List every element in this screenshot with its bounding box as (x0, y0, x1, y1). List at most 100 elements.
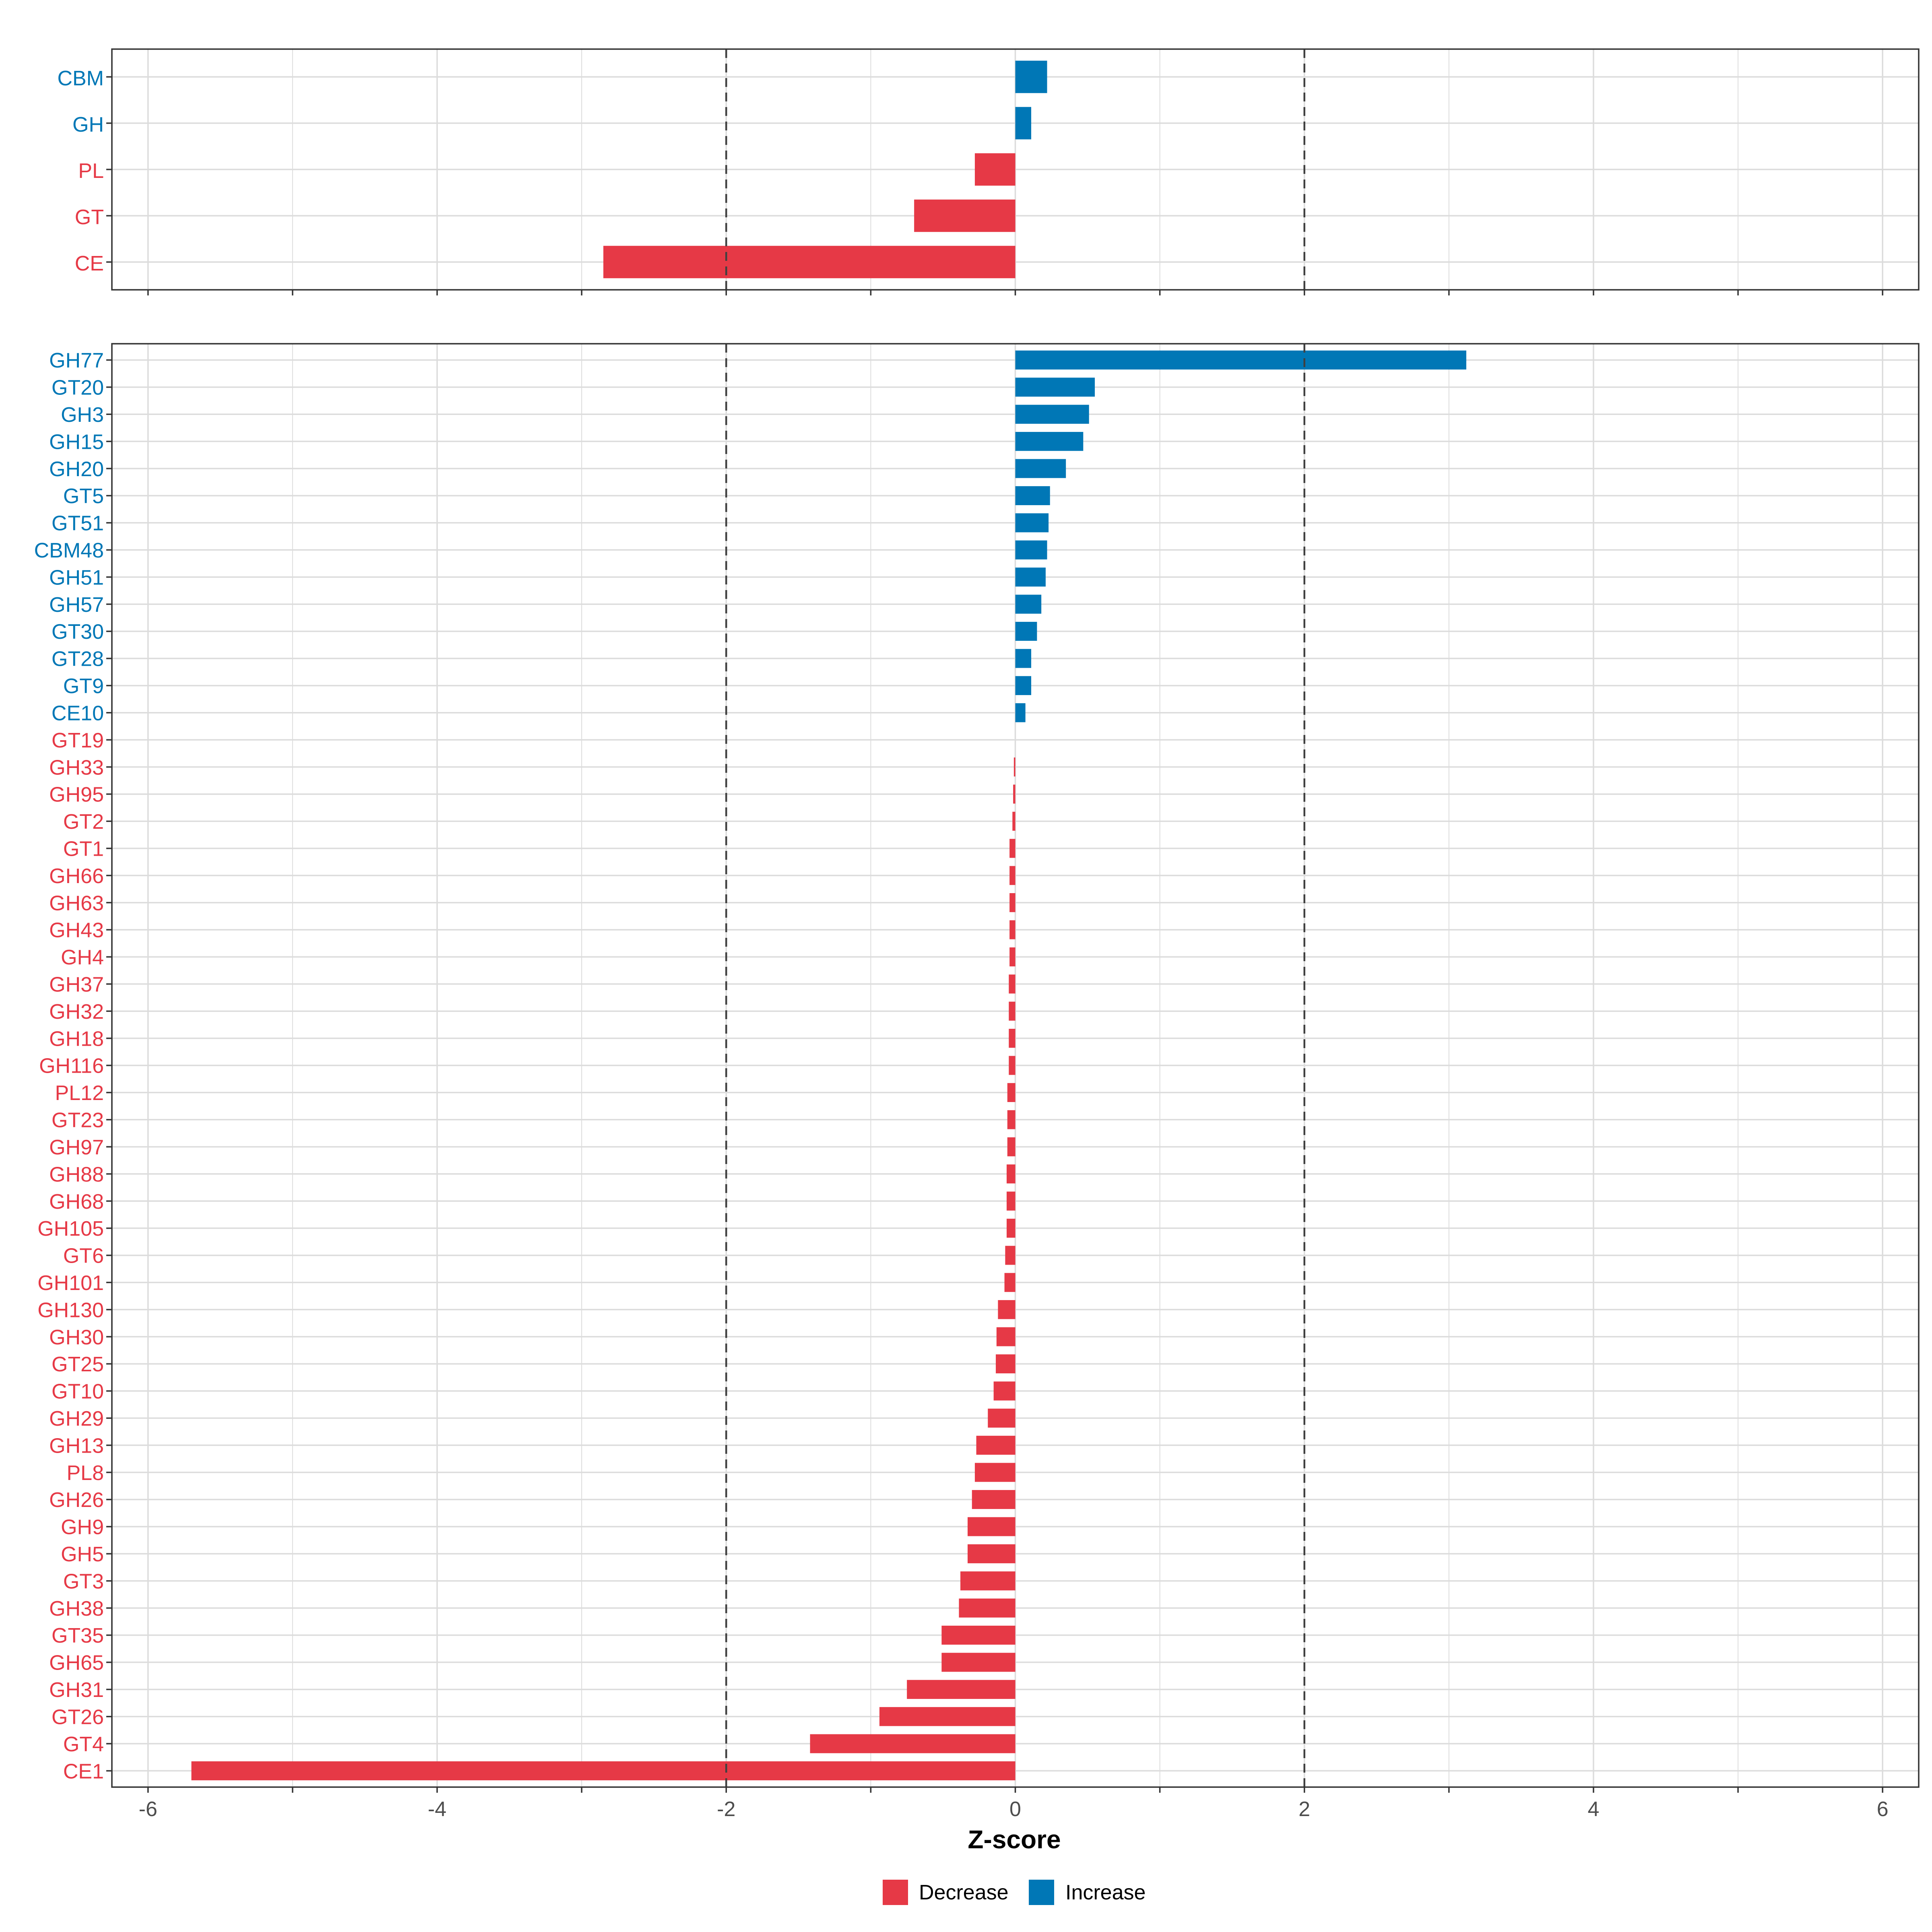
bottom-bar-gh88 (1006, 1164, 1016, 1184)
bottom-bar-gh4 (1009, 947, 1016, 966)
bottom-bar-gt6 (1005, 1246, 1016, 1265)
bottom-bar-gt51 (1015, 513, 1049, 533)
bottom-y-tick-label: GH97 (49, 1136, 104, 1159)
bottom-bar-gh105 (1006, 1218, 1016, 1238)
bottom-panel: GH77 GT2 0 GH3 GH15 GH20 GT5 GT51 CBM48 GH51 GH57 G… (34, 343, 1920, 1821)
bottom-y-tick-label: GT30 (52, 620, 104, 644)
bottom-y-tick-label: GH65 (49, 1651, 104, 1675)
legend: Decrease Increase (883, 1880, 1146, 1905)
bottom-y-tick-label: GH13 (49, 1434, 104, 1457)
bottom-bar-gh37 (1009, 974, 1016, 994)
bottom-y-tick-label: GT6 (63, 1245, 104, 1268)
bottom-y-tick-label: GT19 (52, 729, 104, 752)
bottom-bar-gt5 (1015, 486, 1050, 506)
bottom-bar-gh18 (1009, 1029, 1016, 1048)
bottom-y-tick-label: GT2 (63, 810, 104, 834)
bottom-x-tick-label: 4 (1588, 1798, 1600, 1821)
bottom-y-tick-label: GT9 (63, 675, 104, 698)
bottom-y-tick-label: GH105 (37, 1217, 104, 1241)
bottom-y-tick-label: GH51 (49, 566, 104, 589)
bottom-bar-gt25 (996, 1354, 1016, 1374)
bottom-y-tick-label: GH15 (49, 430, 104, 454)
bottom-bar-gh31 (907, 1680, 1016, 1699)
bottom-bar-gh5 (967, 1544, 1016, 1563)
bottom-y-tick-label: GH5 (61, 1543, 104, 1566)
bottom-y-tick-label: GT51 (52, 512, 104, 535)
bottom-bar-gt35 (941, 1625, 1016, 1645)
bottom-y-tick-label: GT10 (52, 1380, 104, 1404)
bottom-y-tick-label: GH31 (49, 1678, 104, 1702)
bottom-bar-gh43 (1009, 920, 1016, 939)
legend-swatch-increase (1029, 1880, 1054, 1905)
legend-label-decrease: Decrease (919, 1881, 1009, 1904)
bottom-bar-pl8 (974, 1463, 1016, 1482)
bottom-y-tick-label: GH66 (49, 865, 104, 888)
bottom-y-tick-label: GH68 (49, 1190, 104, 1214)
bottom-bar-gh116 (1009, 1056, 1016, 1075)
bottom-y-tick-label: CE1 (63, 1760, 104, 1783)
bottom-bar-gt4 (810, 1734, 1016, 1753)
bottom-bar-ce1 (191, 1761, 1016, 1781)
bottom-y-tick-label: GT3 (63, 1570, 104, 1593)
bottom-y-tick-label: GH95 (49, 783, 104, 807)
bottom-y-tick-label: GH116 (39, 1055, 104, 1078)
bottom-y-tick-label: GH18 (49, 1027, 104, 1051)
bottom-x-tick-label: 2 (1298, 1798, 1310, 1821)
top-y-tick-label: GH (72, 113, 104, 136)
bottom-bar-gh9 (967, 1517, 1016, 1536)
bottom-y-tick-label: GH3 (61, 403, 104, 427)
bottom-bar-gh15 (1015, 432, 1084, 451)
top-y-tick-label: CBM (57, 67, 104, 90)
bottom-y-tick-label: GH32 (49, 1000, 104, 1024)
bottom-bar-gt2 (1012, 811, 1016, 831)
bottom-x-tick-label: 6 (1877, 1798, 1889, 1821)
bottom-y-tick-label: GH43 (49, 919, 104, 942)
bottom-y-tick-label: GT28 (52, 648, 104, 671)
bottom-bar-pl12 (1007, 1083, 1016, 1102)
legend-label-increase: Increase (1065, 1881, 1146, 1904)
bottom-y-tick-label: GH101 (37, 1271, 104, 1295)
bottom-y-tick-label: GH4 (61, 946, 104, 969)
bottom-y-tick-label: CE10 (52, 702, 104, 725)
bottom-bar-gh95 (1013, 784, 1016, 804)
bottom-x-tick-label: -6 (139, 1798, 157, 1821)
top-bar-gh (1015, 107, 1032, 140)
bottom-y-tick-label: GH88 (49, 1163, 104, 1186)
bottom-bar-gt23 (1007, 1110, 1016, 1129)
bottom-y-tick-label: GH33 (49, 756, 104, 779)
bottom-y-tick-label: GT23 (52, 1109, 104, 1132)
bottom-y-tick-label: GT5 (63, 485, 104, 508)
bottom-x-tick-label: 0 (1009, 1798, 1021, 1821)
top-bar-gt (914, 199, 1016, 232)
bottom-bar-cbm48 (1015, 540, 1047, 559)
top-bar-pl (974, 153, 1016, 186)
bottom-bar-gt1 (1009, 839, 1016, 858)
bottom-bar-gt30 (1015, 621, 1037, 641)
top-y-tick-label: GT (75, 206, 104, 229)
bottom-y-tick-label: CBM48 (34, 539, 104, 562)
bottom-bar-gh38 (959, 1598, 1016, 1618)
bottom-x-tick-label: -2 (717, 1798, 735, 1821)
bottom-bar-gh101 (1004, 1273, 1016, 1292)
bottom-y-tick-label: PL8 (66, 1461, 104, 1485)
bottom-y-tick-label: GT1 (63, 837, 104, 861)
bottom-bar-gh33 (1013, 757, 1016, 777)
top-y-tick-label: PL (78, 159, 104, 183)
bottom-y-tick-label: GH130 (37, 1298, 104, 1322)
bottom-y-tick-label: GH57 (49, 593, 104, 617)
x-axis-title: Z-score (968, 1825, 1061, 1854)
bottom-bar-gh29 (988, 1408, 1016, 1428)
bottom-y-tick-label: GH9 (61, 1516, 104, 1539)
bottom-bar-gh130 (998, 1300, 1016, 1319)
bottom-y-tick-label: GH77 (49, 349, 104, 372)
bottom-bar-gt20 (1015, 378, 1095, 397)
top-y-tick-label: CE (75, 252, 104, 275)
bottom-x-tick-label: -4 (428, 1798, 446, 1821)
top-bar-cbm (1015, 60, 1047, 93)
bottom-bar-gh51 (1015, 568, 1046, 587)
bottom-y-tick-label: GH63 (49, 892, 104, 915)
bottom-y-tick-label: GH20 (49, 458, 104, 481)
bottom-bar-gh32 (1009, 1001, 1016, 1021)
bottom-y-tick-label: GT35 (52, 1624, 104, 1647)
